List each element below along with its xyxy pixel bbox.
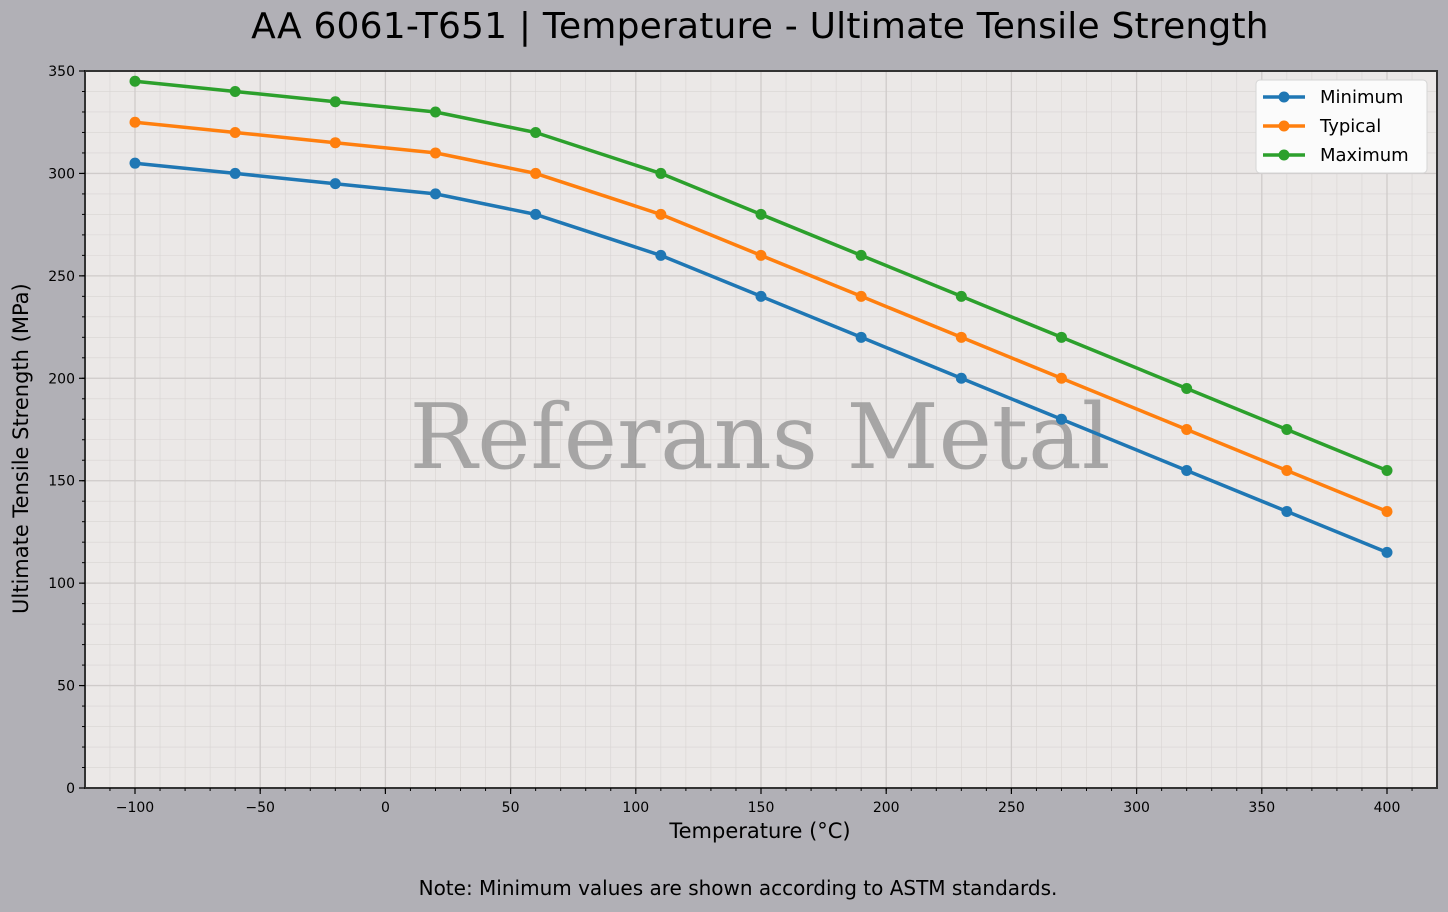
data-point <box>1055 331 1067 343</box>
x-tick-label: 200 <box>873 800 900 816</box>
y-tick-label: 250 <box>48 269 75 285</box>
y-tick-label: 150 <box>48 474 75 490</box>
x-tick-label: −50 <box>245 800 275 816</box>
legend-label: Typical <box>1319 116 1381 137</box>
y-tick-label: 100 <box>48 576 75 592</box>
data-point <box>655 208 667 220</box>
data-point <box>955 331 967 343</box>
data-point <box>429 147 441 159</box>
x-axis-label: Temperature (°C) <box>669 819 851 843</box>
chart-title: AA 6061-T651 | Temperature - Ultimate Te… <box>251 6 1269 47</box>
x-tick-label: 400 <box>1374 800 1401 816</box>
data-point <box>855 290 867 302</box>
major-grid <box>85 70 1437 789</box>
data-point <box>755 290 767 302</box>
data-point <box>429 188 441 200</box>
data-point <box>530 208 542 220</box>
watermark: Referans Metal <box>409 385 1110 490</box>
x-tick-label: 150 <box>748 800 775 816</box>
x-tick-label: −100 <box>116 800 154 816</box>
data-point <box>129 116 141 128</box>
data-point <box>1055 413 1067 425</box>
x-tick-label: 350 <box>1248 800 1275 816</box>
data-point <box>1381 546 1393 558</box>
legend-marker-icon <box>1278 91 1290 103</box>
footnote: Note: Minimum values are shown according… <box>418 876 1058 900</box>
y-tick-label: 200 <box>48 371 75 387</box>
series-minimum <box>129 157 1393 558</box>
legend-item-maximum: Maximum <box>1263 145 1409 166</box>
data-point <box>229 167 241 179</box>
data-point <box>229 85 241 97</box>
legend-label: Maximum <box>1320 145 1409 166</box>
legend-box <box>1255 79 1428 174</box>
data-point <box>855 249 867 261</box>
data-point <box>1181 383 1193 395</box>
data-point <box>129 75 141 87</box>
data-point <box>329 96 341 108</box>
data-point <box>530 167 542 179</box>
data-point <box>755 249 767 261</box>
y-tick-label: 300 <box>48 166 75 182</box>
data-point <box>1281 464 1293 476</box>
data-point <box>955 372 967 384</box>
x-tick-label: 100 <box>622 800 649 816</box>
data-point <box>1181 424 1193 435</box>
data-point <box>329 137 341 149</box>
data-point <box>655 249 667 261</box>
legend-item-minimum: Minimum <box>1263 87 1403 108</box>
data-point <box>1381 464 1393 476</box>
data-point <box>429 106 441 118</box>
data-point <box>1281 505 1293 517</box>
data-point <box>655 167 667 179</box>
data-point <box>955 290 967 302</box>
legend-marker-icon <box>1278 120 1290 132</box>
data-point <box>329 178 341 190</box>
data-point <box>1281 424 1293 435</box>
legend: Minimum Typical Maximum <box>1255 79 1428 174</box>
x-tick-label: 300 <box>1123 800 1150 816</box>
legend-item-typical: Typical <box>1263 116 1381 137</box>
data-point <box>1381 505 1393 517</box>
x-tick-label: 0 <box>381 800 390 816</box>
series-typical <box>129 116 1393 517</box>
legend-label: Minimum <box>1320 87 1403 108</box>
x-axis-ticks: −100 −50 0 50 100 150 200 250 300 350 400 <box>109 788 1413 816</box>
y-tick-label: 0 <box>66 781 75 797</box>
series-maximum <box>129 75 1393 476</box>
y-axis-ticks: 0 50 100 150 200 250 300 350 <box>48 64 85 797</box>
data-point <box>755 208 767 220</box>
series-lines <box>129 75 1393 558</box>
y-tick-label: 350 <box>48 64 75 80</box>
data-point <box>1055 372 1067 384</box>
data-point <box>855 331 867 343</box>
x-tick-label: 250 <box>998 800 1025 816</box>
legend-marker-icon <box>1278 149 1290 161</box>
y-tick-label: 50 <box>57 679 75 695</box>
data-point <box>530 126 542 138</box>
data-point <box>229 126 241 138</box>
data-point <box>1181 464 1193 476</box>
x-tick-label: 50 <box>502 800 520 816</box>
y-axis-label: Ultimate Tensile Strength (MPa) <box>9 283 33 614</box>
data-point <box>129 157 141 169</box>
